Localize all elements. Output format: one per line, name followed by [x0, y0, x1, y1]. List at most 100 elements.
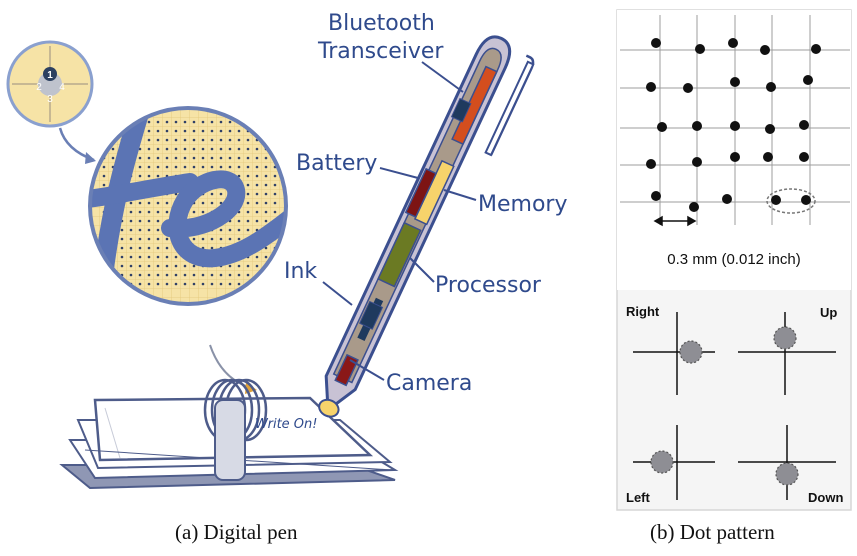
magnifier-dot: [129, 120, 133, 124]
direction-down: Down: [738, 425, 843, 505]
direction-left-label: Left: [626, 490, 651, 505]
magnifier-dot: [183, 138, 187, 142]
inset-digit-3: 3: [47, 94, 53, 105]
magnifier-dot: [264, 129, 268, 133]
magnifier-dot: [273, 210, 277, 214]
magnifier-dot: [228, 129, 232, 133]
encoded-dot: [801, 195, 811, 205]
magnifier-dot: [183, 129, 187, 133]
magnifier-dot: [201, 156, 205, 160]
magnifier-dot: [228, 156, 232, 160]
magnifier-dot: [255, 282, 259, 286]
magnifier-dot: [147, 219, 151, 223]
magnifier-dot: [174, 156, 178, 160]
magnifier-dot: [255, 264, 259, 268]
magnifier-dot: [156, 120, 160, 124]
magnifier-dot: [120, 246, 124, 250]
magnifier-dot: [264, 282, 268, 286]
magnifier-dot: [237, 282, 241, 286]
magnifier-dot: [264, 192, 268, 196]
magnifier-dot: [156, 138, 160, 142]
magnifier-dot: [129, 264, 133, 268]
magnifier-dot: [264, 120, 268, 124]
magnifier-dot: [246, 201, 250, 205]
magnifier-dot: [246, 120, 250, 124]
magnifier-dot: [129, 228, 133, 232]
magnifier-dot: [111, 156, 115, 160]
magnifier-dot: [156, 237, 160, 241]
magnifier-dot: [255, 219, 259, 223]
magnifier-dot: [156, 165, 160, 169]
encoded-dot: [763, 152, 773, 162]
magnifier-dot: [156, 147, 160, 151]
magnifier-dot: [147, 237, 151, 241]
magnifier-dot: [219, 201, 223, 205]
magnifier-dot: [210, 165, 214, 169]
magnifier-dot: [147, 210, 151, 214]
magnifier-dot: [156, 210, 160, 214]
direction-up-label: Up: [820, 305, 837, 320]
magnifier-dot: [138, 156, 142, 160]
magnifier-dot: [174, 165, 178, 169]
magnifier-dot: [102, 129, 106, 133]
magnifier-dot: [147, 264, 151, 268]
magnifier-dot: [273, 192, 277, 196]
magnifier-dot: [201, 273, 205, 277]
magnifier-dot: [210, 282, 214, 286]
magnifier-dot: [147, 201, 151, 205]
encoded-dot: [692, 157, 702, 167]
spacing-arrow: [653, 215, 697, 227]
magnifier-dot: [147, 165, 151, 169]
magnifier-dot: [138, 201, 142, 205]
magnifier-dot: [102, 147, 106, 151]
encoded-dot: [799, 120, 809, 130]
encoded-dot: [799, 152, 809, 162]
magnifier-dot: [264, 273, 268, 277]
magnifier-dot: [111, 120, 115, 124]
magnifier-dot: [210, 237, 214, 241]
magnifier-dot: [138, 246, 142, 250]
magnifier-dot: [165, 156, 169, 160]
notebook-writing: Write On!: [255, 417, 318, 432]
magnifier-dot: [102, 174, 106, 178]
magnifier-dot: [129, 273, 133, 277]
magnifier-dot: [255, 210, 259, 214]
magnifier-dot: [183, 156, 187, 160]
magnifier-dot: [210, 138, 214, 142]
magnifier-dot: [201, 147, 205, 151]
encoded-dot: [683, 83, 693, 93]
magnifier-dot: [156, 174, 160, 178]
magnifier-dot: [183, 264, 187, 268]
magnifier-dot: [219, 165, 223, 169]
magnifier-dot: [273, 120, 277, 124]
magnifier-dot: [255, 201, 259, 205]
magnifier-dot: [273, 183, 277, 187]
magnifier-dot: [201, 129, 205, 133]
magnifier-dot: [246, 165, 250, 169]
ink-component: [358, 300, 384, 330]
magnifier-dot: [192, 120, 196, 124]
magnifier-dot: [165, 237, 169, 241]
magnifier-dot: [246, 264, 250, 268]
direction-up: Up: [738, 305, 837, 395]
magnifier-dot: [183, 165, 187, 169]
magnifier-dot: [120, 228, 124, 232]
encoded-dot: [730, 77, 740, 87]
magnifier-dot: [192, 138, 196, 142]
magnifier-dot: [255, 183, 259, 187]
magnifier-dot: [255, 147, 259, 151]
magnifier-dot: [210, 129, 214, 133]
magnifier-dot: [165, 255, 169, 259]
encoded-dot: [695, 44, 705, 54]
battery-label: Battery: [296, 151, 377, 176]
magnifier-dot: [264, 165, 268, 169]
magnifier-dot: [228, 282, 232, 286]
magnifier-dot: [210, 156, 214, 160]
encoded-dot: [765, 124, 775, 134]
magnifier-dot: [102, 138, 106, 142]
magnifier-dot: [264, 174, 268, 178]
magnifier-dot: [102, 273, 106, 277]
magnifier-dot: [264, 138, 268, 142]
magnifier-dot: [156, 201, 160, 205]
